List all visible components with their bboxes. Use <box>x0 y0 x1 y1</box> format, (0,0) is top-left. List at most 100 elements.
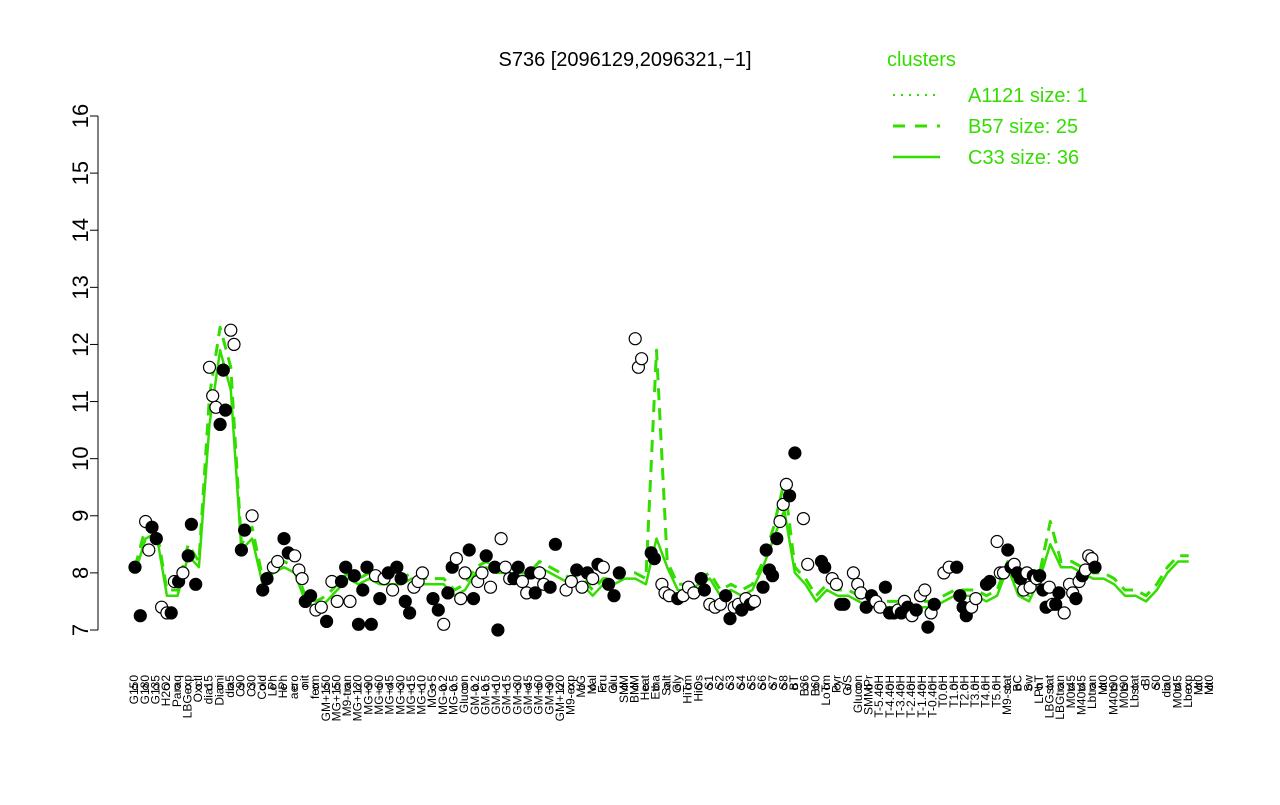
x-rug-mark <box>664 683 671 691</box>
x-rug-mark <box>919 683 926 691</box>
x-tick-label: GM+15 <box>500 675 514 715</box>
data-point <box>723 611 737 626</box>
x-rug-mark <box>994 683 1001 691</box>
x-tick-label: Pyr <box>830 675 844 693</box>
x-rug-mark <box>738 683 745 691</box>
x-tick-label: nit <box>297 674 311 687</box>
x-rug-mark <box>1121 683 1129 691</box>
x-tick-label: Cold <box>255 675 269 700</box>
x-tick-label: GM+90 <box>542 675 556 715</box>
x-rug-mark <box>1026 683 1033 691</box>
x-rug-mark <box>1015 683 1022 691</box>
x-rug-mark <box>323 683 330 691</box>
x-tick-label: MG+60 <box>372 675 386 715</box>
data-point <box>295 571 309 586</box>
data-point <box>765 569 780 583</box>
legend-label-b57: B57 size: 25 <box>968 116 1078 138</box>
x-tick-label: T-0.40H <box>925 675 939 718</box>
data-point <box>245 509 259 523</box>
x-tick-label: GM+30 <box>510 675 524 715</box>
x-rug-mark <box>983 683 990 691</box>
x-tick-label: Glu <box>606 675 620 694</box>
x-tick-label: T0.0H <box>936 675 950 708</box>
data-point <box>314 600 328 614</box>
x-tick-label: Sw <box>1021 675 1035 692</box>
data-point <box>218 403 233 417</box>
x-tick-label: M0t90 <box>1117 675 1131 709</box>
data-point <box>796 511 811 526</box>
data-point <box>288 549 302 563</box>
x-rug-mark <box>408 683 415 691</box>
x-rug-mark <box>1068 683 1075 691</box>
x-rug-mark <box>1175 683 1182 691</box>
y-tick-label: 12 <box>68 332 93 356</box>
data-point <box>403 606 417 620</box>
x-rug-mark <box>834 683 841 691</box>
x-rug-mark <box>131 683 139 691</box>
x-tick-label: MG+150 <box>329 675 343 722</box>
data-point <box>647 551 662 566</box>
x-rug-mark <box>440 683 447 691</box>
x-rug-mark <box>142 683 149 691</box>
x-rug-mark <box>493 683 500 691</box>
x-tick-label: S4 <box>734 675 748 690</box>
x-tick-label: G135 <box>148 675 162 705</box>
data-point <box>277 531 291 546</box>
data-point <box>256 583 270 597</box>
data-point <box>483 580 498 594</box>
x-tick-label: Salt <box>659 674 673 695</box>
x-tick-label: S5 <box>744 675 758 690</box>
x-tick-label: T2.0H <box>957 675 971 708</box>
data-point <box>543 580 557 594</box>
x-tick-label: GM+120 <box>553 675 567 722</box>
x-rug-mark <box>504 683 511 691</box>
data-point <box>918 583 932 597</box>
x-rug-mark <box>376 683 383 691</box>
legend-label-a1121: A1121 size: 1 <box>968 85 1088 107</box>
x-rug-mark <box>653 683 660 691</box>
x-rug-mark <box>174 683 181 691</box>
data-point <box>133 609 147 623</box>
x-rug-mark <box>887 683 894 691</box>
x-tick-label: LPh <box>266 675 280 696</box>
y-tick-label: 15 <box>68 161 93 185</box>
x-tick-label: M9-exp <box>564 675 578 715</box>
data-point <box>818 560 832 574</box>
x-rug-mark <box>206 683 213 691</box>
legend: clusters A1121 size: 1 B57 size: 25 C33 … <box>887 49 1088 169</box>
x-tick-label: Etha <box>649 675 663 700</box>
data-point <box>873 600 887 614</box>
data-point <box>449 551 463 566</box>
data-point <box>415 566 429 580</box>
data-point <box>1069 591 1083 606</box>
y-tick-label: 10 <box>68 446 93 470</box>
x-rug-mark <box>483 683 490 691</box>
x-rug-mark <box>727 683 735 691</box>
x-rug-mark <box>461 683 469 691</box>
legend-title: clusters <box>887 49 956 71</box>
x-rug-mark <box>355 683 362 691</box>
x-rug-mark <box>632 683 639 691</box>
x-rug-mark <box>1057 683 1065 691</box>
x-rug-mark <box>451 683 458 691</box>
data-point <box>466 591 481 606</box>
data-point <box>260 571 274 586</box>
y-tick-label: 9 <box>68 510 93 522</box>
x-rug-mark <box>398 683 405 691</box>
data-point <box>1088 560 1102 574</box>
x-tick-label: BT <box>787 674 801 690</box>
x-rug-mark <box>185 683 192 691</box>
data-point <box>343 594 357 609</box>
x-rug-mark <box>557 683 564 691</box>
x-tick-label: G180 <box>138 675 152 705</box>
x-tick-label: aero <box>287 675 301 699</box>
data-point <box>927 597 941 611</box>
x-rug-mark <box>1143 683 1150 691</box>
data-point <box>586 571 600 586</box>
x-tick-label: M40t90 <box>1106 675 1120 715</box>
data-point <box>779 477 794 491</box>
x-rug-mark <box>163 683 170 691</box>
data-point <box>990 534 1004 549</box>
y-tick-label: 16 <box>68 104 93 128</box>
